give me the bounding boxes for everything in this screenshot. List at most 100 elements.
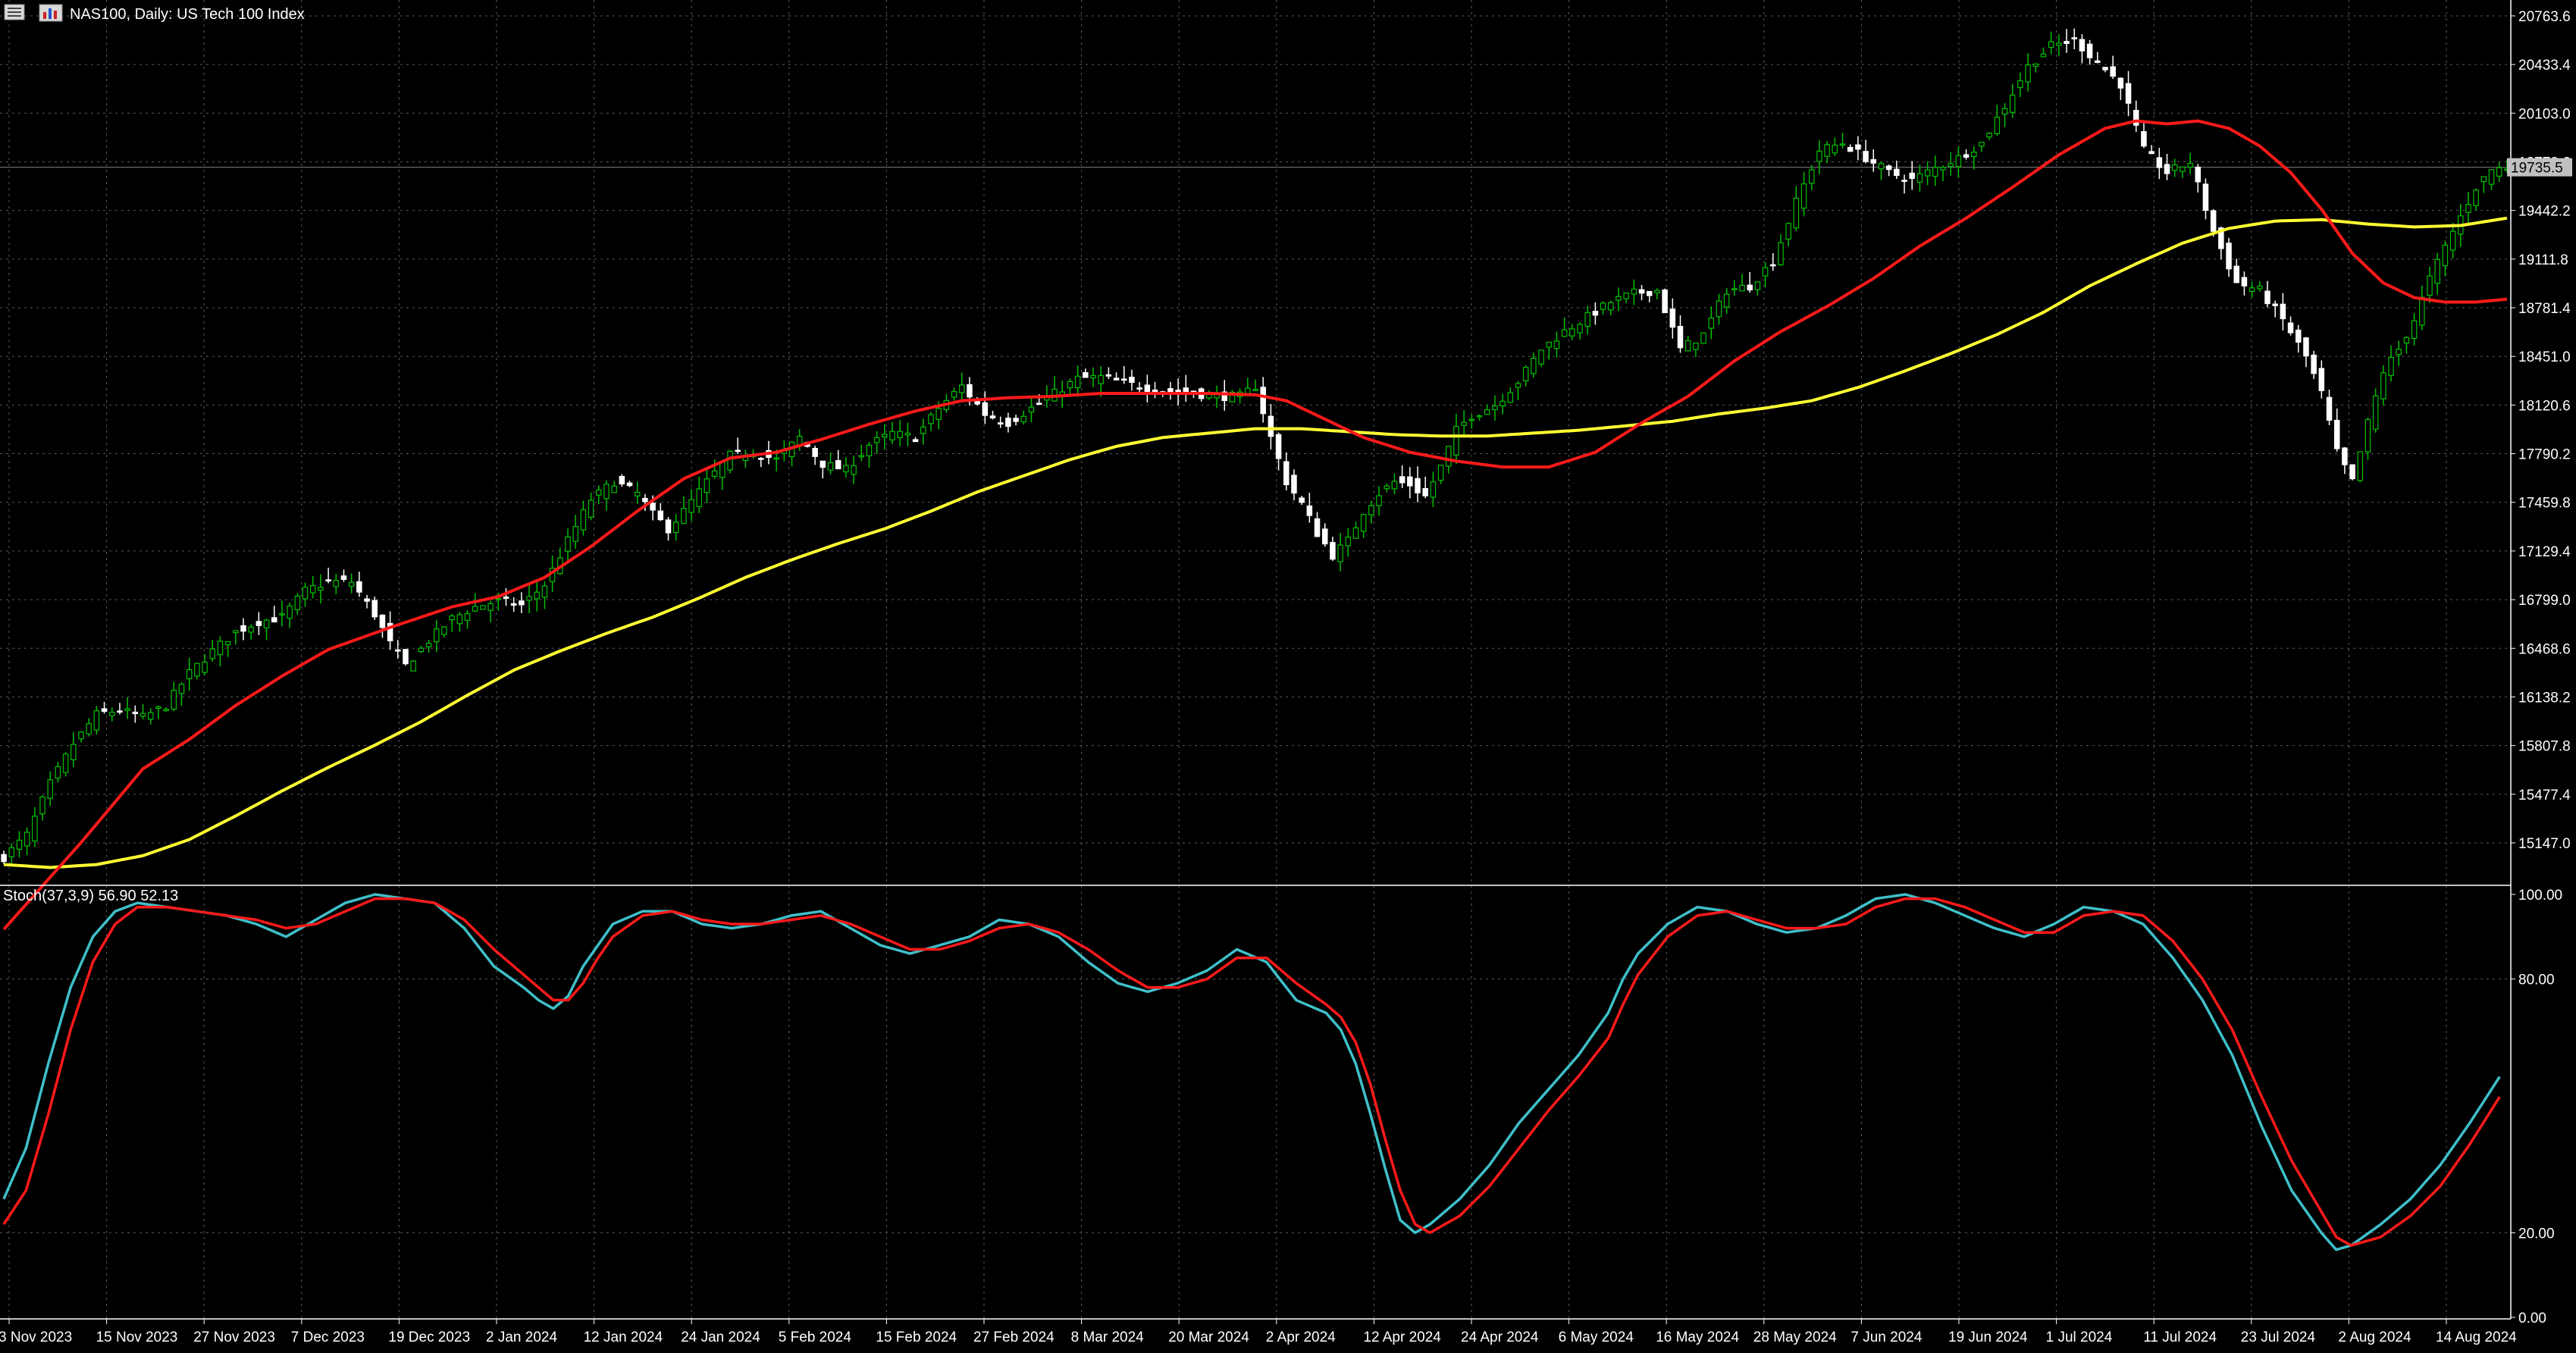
candle-bear bbox=[1677, 325, 1684, 349]
date-tick-label: 7 Dec 2023 bbox=[291, 1330, 365, 1345]
candle-bull bbox=[704, 478, 710, 493]
stochastic-lines bbox=[2, 893, 2501, 1251]
candle-bull bbox=[1739, 284, 1745, 292]
candle-bull bbox=[1538, 349, 1544, 365]
date-tick-label: 2 Aug 2024 bbox=[2338, 1330, 2411, 1345]
candle-bear bbox=[1646, 290, 1653, 296]
candle-bull bbox=[1623, 293, 1629, 299]
stoch-main-line bbox=[2, 893, 2501, 1251]
candle-bull bbox=[958, 384, 965, 393]
candle-bull bbox=[1337, 544, 1343, 562]
date-tick-label: 27 Nov 2023 bbox=[193, 1330, 275, 1345]
candle-bull bbox=[1468, 418, 1475, 421]
candle-bull bbox=[2001, 108, 2008, 115]
candle-bear bbox=[650, 503, 656, 511]
candle-bull bbox=[171, 690, 177, 710]
candle-bear bbox=[1314, 518, 1321, 537]
candle-bull bbox=[147, 712, 154, 720]
candle-bull bbox=[418, 647, 425, 653]
candle-bull bbox=[1492, 406, 1498, 411]
current-price-marker: 19735.5 bbox=[2507, 158, 2572, 177]
date-tick-label: 5 Feb 2024 bbox=[779, 1330, 852, 1345]
candle-bull bbox=[178, 684, 185, 694]
candle-bear bbox=[1407, 476, 1413, 487]
chart-type-icon[interactable] bbox=[39, 4, 63, 22]
candle-bear bbox=[2295, 329, 2302, 343]
candle-bear bbox=[271, 617, 277, 623]
candle-bull bbox=[456, 614, 463, 625]
candle-bear bbox=[1770, 264, 1776, 267]
candle-bull bbox=[696, 488, 703, 507]
candle-bull bbox=[449, 615, 455, 621]
candle-bull bbox=[1461, 421, 1467, 426]
date-tick-label: 16 May 2024 bbox=[1656, 1330, 1739, 1345]
candle-bear bbox=[387, 622, 393, 642]
candle-bull bbox=[1832, 144, 1838, 154]
date-tick-label: 20 Mar 2024 bbox=[1168, 1330, 1249, 1345]
candle-bear bbox=[2287, 322, 2294, 334]
date-tick-label: 3 Nov 2023 bbox=[0, 1330, 72, 1345]
candle-bear bbox=[101, 708, 108, 713]
candle-bear bbox=[967, 384, 973, 398]
candle-bull bbox=[672, 521, 679, 534]
candle-bear bbox=[2210, 210, 2217, 232]
candle-bear bbox=[1120, 378, 1127, 381]
candle-bull bbox=[2364, 418, 2371, 453]
candle-bear bbox=[1306, 505, 1313, 516]
candle-bull bbox=[1500, 400, 1506, 407]
candle-bull bbox=[1522, 367, 1529, 381]
candle-bull bbox=[302, 587, 309, 600]
candle-bear bbox=[2133, 109, 2139, 126]
candle-bull bbox=[1684, 340, 1691, 352]
candle-bull bbox=[209, 648, 216, 659]
candle-bull bbox=[1824, 144, 1830, 157]
candle-bull bbox=[1793, 197, 1800, 229]
candle-bear bbox=[2095, 60, 2101, 63]
candle-bull bbox=[1816, 150, 1822, 162]
current-price-label: 19735.5 bbox=[2511, 161, 2563, 177]
price-tick-label: 19442.2 bbox=[2518, 204, 2571, 220]
candle-bull bbox=[1245, 387, 1251, 394]
candle-bull bbox=[1577, 324, 1583, 334]
candle-bull bbox=[480, 605, 486, 610]
candle-bull bbox=[2032, 63, 2039, 67]
candle-bear bbox=[1129, 377, 1135, 384]
candle-bull bbox=[2040, 53, 2047, 58]
menu-icon[interactable] bbox=[4, 4, 25, 20]
candle-bull bbox=[464, 613, 471, 621]
date-tick-label: 23 Jul 2024 bbox=[2241, 1330, 2316, 1345]
candle-bear bbox=[1669, 308, 1676, 328]
candle-bull bbox=[24, 832, 30, 847]
candle-bull bbox=[78, 731, 84, 740]
candle-bear bbox=[2303, 337, 2309, 357]
price-tick-label: 20433.4 bbox=[2518, 58, 2571, 74]
date-tick-label: 2 Apr 2024 bbox=[1266, 1330, 1336, 1345]
candle-bear bbox=[1894, 168, 1900, 177]
candle-bear bbox=[2349, 464, 2355, 480]
candle-bull bbox=[1020, 415, 1027, 423]
candle-bull bbox=[224, 640, 231, 646]
candle-bull bbox=[47, 779, 53, 799]
date-tick-label: 12 Jan 2024 bbox=[584, 1330, 663, 1345]
candle-bull bbox=[2187, 163, 2193, 168]
candle-bear bbox=[2164, 164, 2170, 174]
candle-bull bbox=[109, 712, 115, 716]
candle-bull bbox=[843, 465, 849, 473]
candle-bear bbox=[1113, 377, 1120, 381]
stoch-tick-label: 0.00 bbox=[2518, 1311, 2546, 1326]
candle-bear bbox=[255, 621, 262, 626]
price-tick-label: 17129.4 bbox=[2518, 544, 2571, 560]
date-tick-label: 7 Jun 2024 bbox=[1851, 1330, 1922, 1345]
candle-bull bbox=[1553, 340, 1560, 349]
candle-bear bbox=[1901, 180, 1907, 182]
candle-bull bbox=[1723, 293, 1730, 308]
candle-bull bbox=[93, 710, 100, 731]
candle-bear bbox=[1299, 497, 1305, 503]
candle-bear bbox=[2141, 131, 2147, 147]
candle-bull bbox=[55, 766, 61, 779]
date-tick-label: 15 Feb 2024 bbox=[876, 1330, 957, 1345]
candle-bear bbox=[2226, 243, 2232, 270]
candle-bear bbox=[1, 853, 7, 863]
